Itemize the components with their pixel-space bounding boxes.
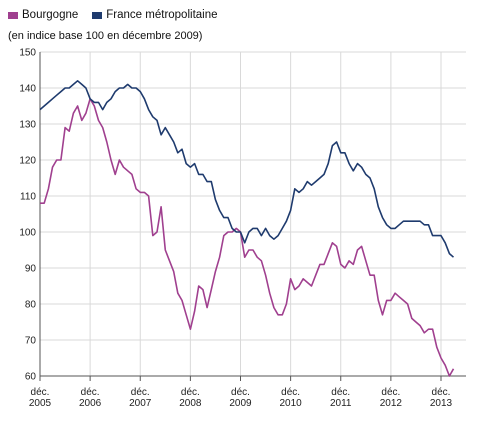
x-tick-month: déc. [331,387,350,398]
x-tick-year: 2011 [330,398,352,409]
series-line-france-metropolitaine [39,80,455,258]
x-axis-ticks: déc.2005déc.2006déc.2007déc.2008déc.2009… [29,387,453,409]
x-tick-year: 2012 [380,398,403,409]
chart-subtitle: (en indice base 100 en décembre 2009) [8,30,203,42]
x-tick-month: déc. [181,387,200,398]
x-tick-year: 2010 [280,398,303,409]
y-tick-label: 120 [19,156,36,167]
x-tick-year: 2006 [79,398,102,409]
y-tick-label: 130 [19,120,36,131]
y-tick-label: 60 [25,372,37,383]
y-tick-label: 150 [19,48,36,59]
x-tick-month: déc. [31,387,50,398]
legend-label-bourgogne: Bourgogne [22,9,79,21]
y-tick-label: 100 [19,228,36,239]
y-tick-label: 90 [25,264,37,275]
y-tick-label: 140 [19,84,36,95]
x-tick-year: 2009 [229,398,252,409]
y-tick-label: 80 [25,300,37,311]
grid-lines [39,51,466,377]
x-tick-month: déc. [231,387,250,398]
legend-swatch-bourgogne [8,11,18,19]
legend-item-bourgogne: Bourgogne [8,9,78,21]
x-tick-month: déc. [131,387,150,398]
x-tick-year: 2013 [430,398,453,409]
y-axis-ticks: 60 70 80 90 100 110 120 130 140 150 [19,48,36,383]
axes [39,52,466,381]
x-tick-month: déc. [281,387,300,398]
series-lines [39,80,455,377]
series-line-bourgogne [40,98,455,377]
x-tick-month: déc. [81,387,100,398]
x-tick-year: 2005 [29,398,52,409]
x-tick-month: déc. [432,387,451,398]
legend: Bourgogne France métropolitaine [8,9,218,21]
y-tick-label: 110 [20,192,36,203]
legend-item-france: France métropolitaine [92,9,218,21]
y-tick-label: 70 [25,336,37,347]
x-tick-month: déc. [381,387,400,398]
x-tick-year: 2008 [179,398,202,409]
legend-label-france: France métropolitaine [106,9,218,21]
legend-swatch-france [92,11,103,19]
x-tick-year: 2007 [129,398,152,409]
